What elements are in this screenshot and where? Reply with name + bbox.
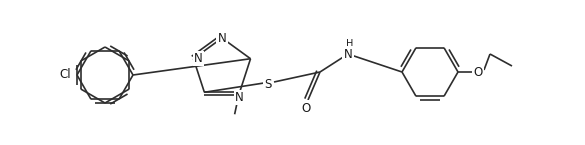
Text: N: N xyxy=(218,31,226,45)
Text: H: H xyxy=(346,39,354,49)
Text: N: N xyxy=(194,52,203,65)
Text: N: N xyxy=(343,48,352,60)
Text: Cl: Cl xyxy=(59,68,71,81)
Text: O: O xyxy=(301,102,311,115)
Text: O: O xyxy=(473,66,483,78)
Text: S: S xyxy=(264,78,271,91)
Text: N: N xyxy=(235,91,244,104)
